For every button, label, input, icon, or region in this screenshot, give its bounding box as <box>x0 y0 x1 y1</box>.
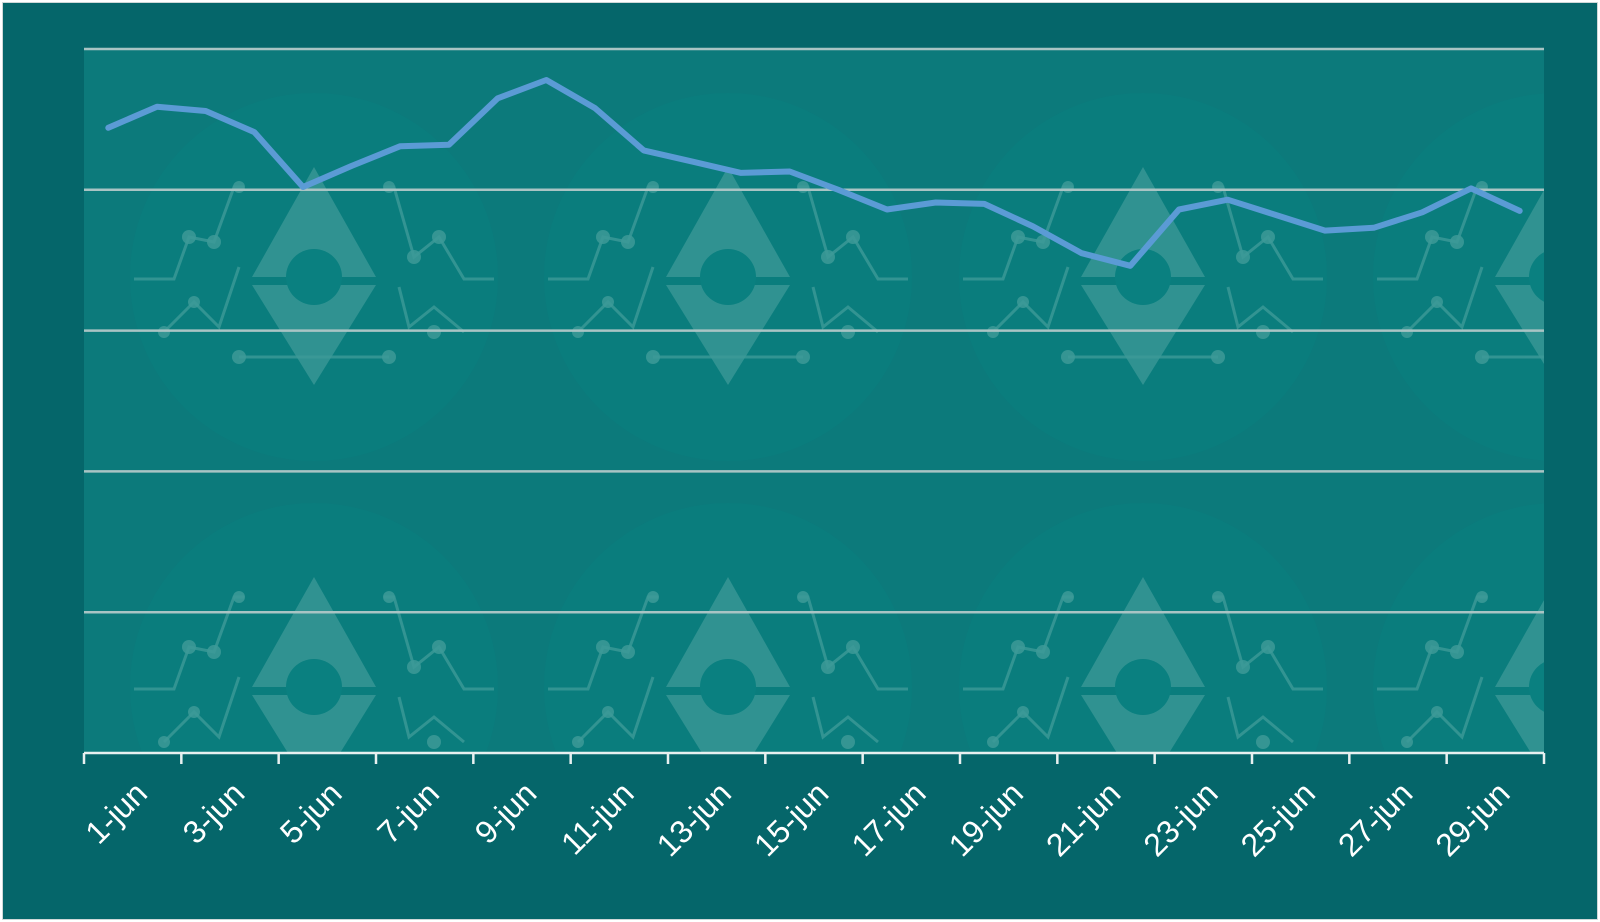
x-axis <box>82 751 1546 764</box>
x-tick-label: 3-jun <box>176 775 252 851</box>
series-line-0 <box>105 77 1523 269</box>
x-tick-label: 9-jun <box>468 775 544 851</box>
gear-node-diamond-watermark-icon <box>542 91 914 463</box>
x-tick-label: 23-jun <box>1136 775 1224 863</box>
x-tick-label: 19-jun <box>942 775 1030 863</box>
x-tick-label: 25-jun <box>1234 775 1322 863</box>
x-tick-label: 29-jun <box>1428 775 1516 863</box>
x-tick-label: 11-jun <box>554 775 641 862</box>
y-gridlines <box>84 47 1544 614</box>
x-tick-label: 13-jun <box>650 775 738 863</box>
gear-node-diamond-watermark-icon <box>128 91 500 463</box>
x-tick-label: 5-jun <box>273 775 349 851</box>
x-tick-label: 1-jun <box>78 775 154 851</box>
x-tick-labels: 1-jun 3-jun 5-jun 7-jun 9-jun 11-jun 13-jun 15-… <box>78 775 1516 863</box>
x-tick-label: 15-jun <box>747 775 835 863</box>
series-layer <box>105 77 1523 269</box>
x-tick-label: 7-jun <box>370 775 446 851</box>
x-tick-label: 17-jun <box>844 775 932 863</box>
x-tick-label: 27-jun <box>1331 775 1419 863</box>
gear-node-diamond-watermark-icon <box>957 91 1329 463</box>
x-tick-label: 21-jun <box>1039 775 1127 863</box>
